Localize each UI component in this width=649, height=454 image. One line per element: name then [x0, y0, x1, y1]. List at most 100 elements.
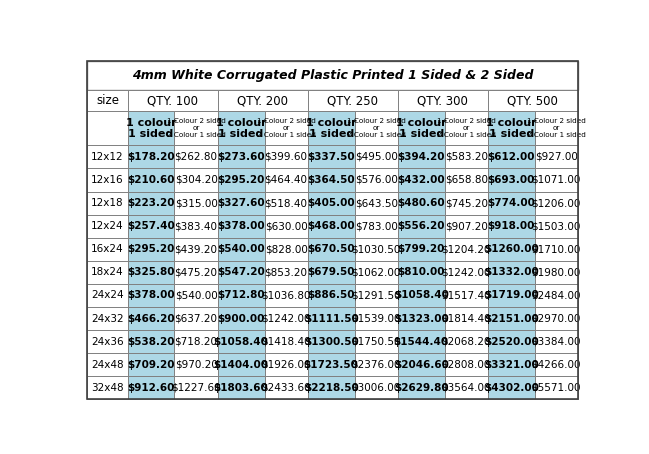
Bar	[398, 215, 445, 238]
Text: $466.20: $466.20	[127, 314, 175, 324]
Text: $464.40: $464.40	[265, 175, 308, 185]
Text: $547.20: $547.20	[217, 267, 265, 277]
Text: $1544.40: $1544.40	[394, 337, 448, 347]
Bar	[354, 145, 398, 168]
Text: 24x36: 24x36	[91, 337, 124, 347]
Bar	[445, 261, 488, 284]
Text: $1036.80: $1036.80	[262, 291, 311, 301]
Text: $709.20: $709.20	[127, 360, 175, 370]
Bar	[398, 261, 445, 284]
Text: $1030.50: $1030.50	[352, 244, 401, 254]
Bar	[354, 238, 398, 261]
Text: $480.60: $480.60	[397, 198, 445, 208]
Text: $4266.00: $4266.00	[532, 360, 581, 370]
Bar	[217, 238, 265, 261]
Text: $2151.00: $2151.00	[484, 314, 539, 324]
Bar	[88, 168, 128, 192]
Bar	[88, 261, 128, 284]
Text: $774.00: $774.00	[487, 198, 535, 208]
Bar	[488, 330, 535, 353]
Bar	[398, 307, 445, 330]
Bar	[488, 145, 535, 168]
Bar	[128, 90, 217, 112]
Bar	[175, 238, 217, 261]
Bar	[175, 284, 217, 307]
Bar	[535, 145, 578, 168]
Bar	[265, 112, 308, 145]
Text: $1750.50: $1750.50	[351, 337, 401, 347]
Bar	[398, 168, 445, 192]
Text: 24x24: 24x24	[91, 291, 124, 301]
Bar	[128, 168, 175, 192]
Text: $583.20: $583.20	[445, 152, 488, 162]
Text: $927.00: $927.00	[535, 152, 578, 162]
Text: $1814.40: $1814.40	[441, 314, 491, 324]
Text: $1058.40: $1058.40	[394, 291, 448, 301]
Text: $3321.00: $3321.00	[484, 360, 539, 370]
Bar	[445, 284, 488, 307]
Text: $576.00: $576.00	[355, 175, 398, 185]
Bar	[308, 192, 354, 215]
Text: $1803.60: $1803.60	[214, 383, 269, 393]
Bar	[535, 215, 578, 238]
Text: $383.40: $383.40	[175, 221, 217, 231]
Text: $223.20: $223.20	[127, 198, 175, 208]
Bar	[88, 284, 128, 307]
Bar	[88, 61, 578, 90]
Text: QTY. 300: QTY. 300	[417, 94, 469, 107]
Bar	[128, 192, 175, 215]
Bar	[88, 215, 128, 238]
Text: $1204.20: $1204.20	[441, 244, 491, 254]
Text: 12x24: 12x24	[91, 221, 124, 231]
Text: $1300.50: $1300.50	[304, 337, 358, 347]
Bar	[445, 238, 488, 261]
Text: $468.00: $468.00	[308, 221, 355, 231]
Bar	[488, 376, 535, 400]
Text: QTY. 500: QTY. 500	[508, 94, 558, 107]
Text: $643.50: $643.50	[354, 198, 398, 208]
Text: $1332.00: $1332.00	[484, 267, 539, 277]
Text: $1517.40: $1517.40	[441, 291, 491, 301]
Bar	[265, 145, 308, 168]
Bar	[128, 215, 175, 238]
Bar	[175, 353, 217, 376]
Text: $907.20: $907.20	[445, 221, 487, 231]
Bar	[535, 330, 578, 353]
Bar	[308, 284, 354, 307]
Bar	[535, 353, 578, 376]
Text: $257.40: $257.40	[127, 221, 175, 231]
Bar	[217, 353, 265, 376]
Text: $679.50: $679.50	[308, 267, 355, 277]
Text: $3564.00: $3564.00	[441, 383, 491, 393]
Text: 1 Colour 2 sided
or
2 Colour 1 sided: 1 Colour 2 sided or 2 Colour 1 sided	[527, 118, 586, 138]
Bar	[88, 112, 128, 145]
Text: $637.20: $637.20	[175, 314, 217, 324]
Bar	[354, 215, 398, 238]
Bar	[217, 112, 265, 145]
Text: $556.20: $556.20	[397, 221, 445, 231]
Text: $3006.00: $3006.00	[352, 383, 401, 393]
Bar	[445, 168, 488, 192]
Text: $378.00: $378.00	[127, 291, 175, 301]
Text: $475.20: $475.20	[175, 267, 217, 277]
Bar	[398, 284, 445, 307]
Bar	[308, 112, 354, 145]
Bar	[535, 376, 578, 400]
Text: $2970.00: $2970.00	[532, 314, 581, 324]
Bar	[308, 330, 354, 353]
Bar	[217, 284, 265, 307]
Bar	[308, 168, 354, 192]
Bar	[535, 238, 578, 261]
Text: 1 Colour 2 sided
or
2 Colour 1 sided: 1 Colour 2 sided or 2 Colour 1 sided	[437, 118, 496, 138]
Bar	[308, 90, 398, 112]
Bar	[398, 330, 445, 353]
Text: 32x48: 32x48	[91, 383, 124, 393]
Text: $1291.50: $1291.50	[351, 291, 401, 301]
Text: $1062.00: $1062.00	[352, 267, 401, 277]
Bar	[217, 330, 265, 353]
Text: $337.50: $337.50	[308, 152, 355, 162]
Text: $828.00: $828.00	[265, 244, 308, 254]
Bar	[354, 284, 398, 307]
Bar	[128, 284, 175, 307]
Text: $693.00: $693.00	[487, 175, 535, 185]
